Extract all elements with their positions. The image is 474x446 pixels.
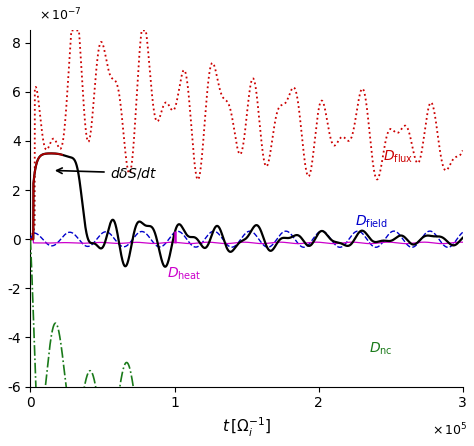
Text: $D_{\rm heat}$: $D_{\rm heat}$ — [167, 265, 201, 282]
Text: $\times\,10^{5}$: $\times\,10^{5}$ — [432, 422, 467, 439]
Text: $d\delta S/dt$: $d\delta S/dt$ — [57, 165, 157, 181]
X-axis label: $t\,[\Omega_i^{-1}]$: $t\,[\Omega_i^{-1}]$ — [222, 416, 271, 439]
Text: $D_{\rm flux}$: $D_{\rm flux}$ — [383, 149, 414, 165]
Text: $\times\,10^{-7}$: $\times\,10^{-7}$ — [39, 7, 82, 23]
Text: $D_{\rm nc}$: $D_{\rm nc}$ — [369, 340, 392, 357]
Text: $D_{\rm field}$: $D_{\rm field}$ — [355, 214, 387, 230]
